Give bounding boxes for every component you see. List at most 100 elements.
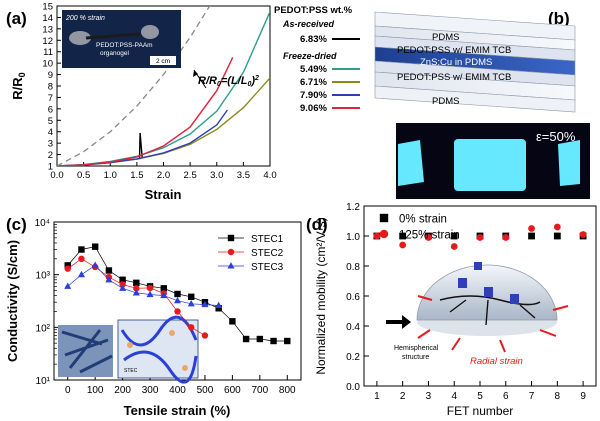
c-point-STEC2 — [146, 284, 154, 292]
panel-label-a: (a) — [6, 9, 27, 28]
panel-c-xlabel: Tensile strain (%) — [124, 403, 231, 418]
hemisphere-inset: Hemispherical structure Radial strain — [386, 262, 569, 367]
d-point-125-strain — [553, 223, 561, 231]
d-xtick-label: 5 — [477, 391, 483, 402]
d-point-0-strain — [528, 232, 535, 240]
panel-a-legend: PEDOT:PSS wt.% As-received 6.83% 5.49% 6.7… — [274, 5, 360, 114]
a-ytick-label: 15 — [42, 2, 53, 13]
c-xtick-label: 100 — [87, 385, 104, 396]
c-point-STEC2 — [78, 255, 85, 263]
c-point-STEC3 — [173, 296, 182, 304]
panel-d-xlabel: FET number — [447, 404, 513, 418]
panel-label-b: (b) — [548, 9, 570, 28]
c-point-STEC3 — [119, 284, 127, 291]
a-ytick-label: 2 — [48, 150, 53, 161]
d-point-125-strain — [476, 234, 484, 241]
c-point-STEC1 — [119, 276, 126, 283]
c-xtick-label: 700 — [251, 385, 268, 396]
c-ytick-label: 10³ — [36, 271, 51, 282]
panel-a-xlabel: Strain — [145, 187, 182, 202]
panel-c-inset-images: STEC — [58, 315, 199, 384]
panel-label-c: (c) — [6, 215, 27, 234]
c-point-STEC3 — [105, 275, 113, 283]
d-legend-marker — [379, 213, 389, 223]
d-ytick-label: 0.2 — [346, 352, 360, 363]
c-point-STEC2 — [174, 308, 181, 315]
a-ytick-label: 13 — [42, 24, 53, 35]
c-point-STEC2 — [201, 332, 209, 339]
d-point-125-strain — [373, 232, 381, 240]
c-point-STEC1 — [91, 243, 99, 250]
formula-arrow-head — [193, 70, 198, 77]
c-point-STEC3 — [132, 289, 140, 296]
legend-group-as-received: As-received — [282, 19, 335, 29]
c-xtick-label: 800 — [279, 385, 296, 396]
a-ytick-label: 12 — [42, 36, 53, 47]
panel-a-ylabel: R/R0 — [10, 72, 27, 99]
a-legend-label: 7.90% — [300, 90, 327, 101]
a-legend-label: 5.49% — [300, 64, 327, 75]
d-ytick-label: 0.4 — [346, 322, 360, 333]
d-point-125-strain — [579, 231, 587, 238]
a-ytick-label: 10 — [42, 59, 53, 70]
a-ytick-label: 3 — [48, 139, 53, 150]
c-ytick-label: 10¹ — [36, 376, 51, 387]
panel-d-ylabel: Normalized mobility (cm²/V·s) — [314, 217, 328, 374]
c-xtick-label: 300 — [142, 385, 159, 396]
c-xtick-label: 600 — [224, 385, 241, 396]
legend-title: PEDOT:PSS wt.% — [274, 5, 353, 16]
c-xtick-label: 500 — [197, 385, 214, 396]
c-point-STEC2 — [64, 265, 71, 272]
legend-group-freeze-dried: Freeze-dried — [283, 51, 337, 61]
c-point-STEC1 — [242, 335, 250, 343]
c-point-STEC1 — [215, 305, 222, 312]
c-xtick-label: 400 — [169, 385, 186, 396]
c-point-STEC3 — [91, 261, 99, 268]
d-xtick-label: 2 — [400, 391, 406, 402]
c-point-STEC1 — [270, 337, 277, 345]
panel-c-ylabel: Conductivity (S/cm) — [5, 240, 20, 362]
layer-zns: ZnS:Cu in PDMS — [420, 57, 492, 68]
c-point-STEC1 — [284, 337, 291, 345]
d-ytick-label: 0.6 — [346, 292, 360, 303]
d-legend-label: 125% strain — [399, 230, 460, 242]
electroluminescence-photo: ε=50% — [396, 123, 590, 199]
d-xtick-label: 4 — [451, 391, 457, 402]
c-point-STEC3 — [146, 290, 154, 298]
c-point-STEC1 — [229, 318, 236, 325]
c-legend-label: STEC2 — [251, 248, 284, 259]
a-ytick-label: 1 — [48, 162, 53, 173]
panel-d-chart: 0.0 0.2 0.4 0.6 0.8 1.0 1.2 1 2 3 4 5 6 7 8 9 Hemisphe… — [314, 202, 597, 418]
c-legend-label: STEC3 — [251, 262, 284, 273]
d-point-0-strain — [450, 232, 458, 240]
inset-strain-label: 200 % strain — [65, 15, 105, 22]
inset-scale-label: 2 cm — [156, 58, 170, 65]
c-point-STEC3 — [64, 282, 72, 289]
c-legend-label: STEC1 — [251, 234, 284, 245]
panel-b-device: PDMS PEDOT:PSS w/ EMIM TCB ZnS:Cu in PDM… — [374, 11, 590, 199]
a-xtick-label: 4.0 — [263, 170, 276, 181]
d-xtick-label: 7 — [529, 391, 535, 402]
d-point-0-strain — [399, 232, 407, 240]
c-point-STEC1 — [174, 290, 181, 298]
d-legend-label: 0% strain — [399, 214, 447, 226]
d-point-125-strain — [399, 241, 407, 249]
layer-pedot-top: PEDOT:PSS w/ EMIM TCB — [397, 45, 511, 56]
a-xtick-label: 3.0 — [210, 170, 223, 181]
d-point-125-strain — [425, 234, 432, 241]
d-xtick-label: 3 — [426, 391, 432, 402]
a-ytick-label: 9 — [48, 70, 53, 81]
d-xtick-label: 6 — [503, 391, 509, 402]
c-xtick-label: 200 — [114, 385, 131, 396]
c-point-STEC3 — [77, 270, 85, 278]
a-xtick-label: 2.5 — [184, 170, 197, 181]
c-point-STEC1 — [256, 335, 264, 343]
a-series-line-0 — [57, 132, 143, 166]
d-ytick-label: 0.8 — [346, 262, 360, 273]
d-ytick-label: 0.0 — [346, 382, 360, 393]
radial-arrows — [417, 295, 569, 353]
c-point-STEC3 — [215, 301, 223, 309]
a-xtick-label: 1.5 — [130, 170, 143, 181]
